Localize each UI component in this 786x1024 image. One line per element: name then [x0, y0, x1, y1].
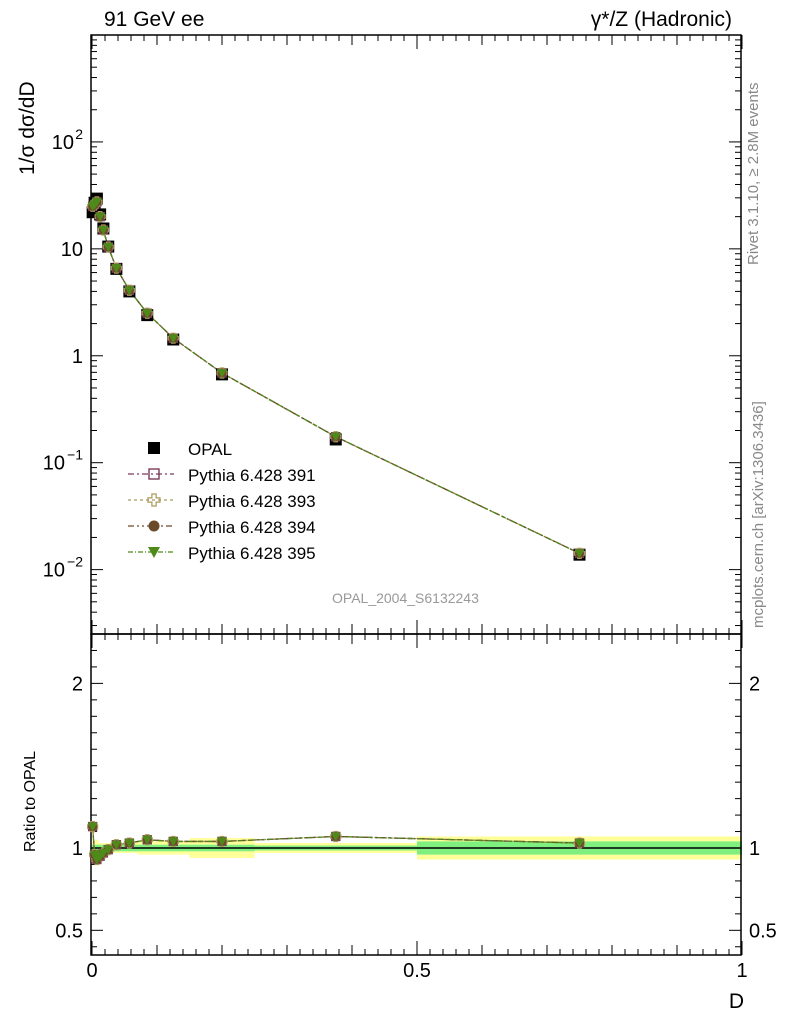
main-y-tick-label: 1 [72, 346, 83, 368]
x-tick-label: 0.5 [403, 960, 431, 982]
ratio-data-point [574, 839, 585, 849]
energy-label: 91 GeV ee [104, 8, 205, 31]
legend-marker [148, 468, 160, 480]
analysis-watermark: OPAL_2004_S6132243 [332, 590, 479, 606]
legend-marker [148, 520, 160, 532]
legend-marker [148, 547, 160, 558]
mc-data-point [574, 549, 585, 559]
process-label: γ*/Z (Hadronic) [590, 8, 732, 31]
x-tick-label: 1 [736, 960, 747, 982]
ratio-y-tick-label-right: 0.5 [749, 920, 777, 942]
mc-data-point [168, 334, 179, 344]
ratio-data-point [330, 832, 341, 842]
mc-data-point [91, 197, 102, 207]
mc-data-point [330, 432, 341, 442]
legend-label: Pythia 6.428 395 [188, 544, 316, 563]
ratio-y-tick-label-right: 2 [749, 673, 760, 695]
main-y-tick-label: 10 [61, 239, 83, 261]
mc-data-point [124, 286, 135, 296]
mc-data-point [142, 309, 153, 319]
ratio-data-point [142, 835, 153, 845]
ratio-data-point [217, 837, 227, 847]
ratio-data-point [111, 840, 122, 850]
ratio-plot-frame [90, 633, 742, 956]
x-axis-label: D [728, 990, 744, 1013]
legend-marker [148, 442, 160, 454]
legend-label: Pythia 6.428 391 [188, 466, 316, 485]
main-y-tick-exponent: 2 [75, 126, 83, 142]
ratio-data-point [98, 848, 109, 858]
ratio-y-tick-label: 0.5 [55, 920, 83, 942]
legend-label: Pythia 6.428 393 [188, 492, 316, 511]
x-tick-label: 0 [86, 960, 97, 982]
ratio-data-point [124, 839, 135, 849]
mc-data-point [98, 226, 109, 236]
ratio-data-point [168, 837, 179, 847]
main-y-tick-label: 10 [43, 453, 65, 475]
main-y-tick-label: 10 [43, 560, 65, 582]
ratio-data-point [103, 845, 114, 855]
main-y-tick-exponent: −2 [67, 554, 83, 570]
ratio-y-tick-label-right: 1 [749, 838, 760, 860]
legend-label: Pythia 6.428 394 [188, 518, 316, 537]
ratio-y-tick-label: 2 [72, 673, 83, 695]
legend-marker [147, 493, 161, 507]
main-y-tick-exponent: −1 [67, 447, 83, 463]
legend-label: OPAL [188, 440, 232, 459]
main-y-tick-label: 10 [52, 132, 74, 154]
mc-data-point [95, 212, 106, 222]
ratio-data-point [87, 822, 98, 832]
mc-data-point [111, 264, 122, 274]
mc-data-point [103, 243, 114, 253]
mc-data-point [217, 369, 227, 379]
ratio-y-tick-label: 1 [72, 838, 83, 860]
